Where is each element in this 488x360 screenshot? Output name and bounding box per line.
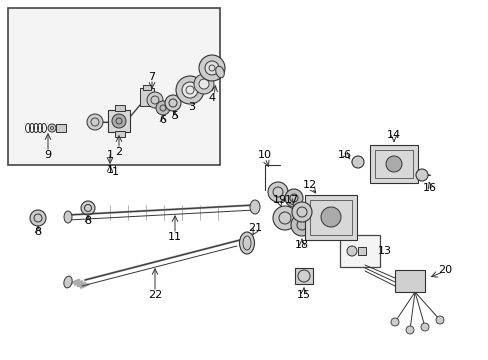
Bar [357, 247, 365, 255]
Circle shape [351, 156, 363, 168]
Ellipse shape [249, 200, 260, 214]
Bar [305, 195, 356, 240]
Text: 16: 16 [422, 183, 436, 193]
Circle shape [435, 316, 443, 324]
Bar [374, 150, 412, 178]
Circle shape [30, 210, 46, 226]
Text: 1: 1 [111, 167, 118, 177]
Text: 5: 5 [171, 111, 178, 121]
Circle shape [81, 201, 95, 215]
Text: 22: 22 [147, 290, 162, 300]
Bar [8, 8, 220, 165]
Circle shape [285, 189, 303, 207]
Text: 12: 12 [303, 180, 316, 190]
Text: 7: 7 [148, 72, 155, 82]
Text: 13: 13 [377, 246, 391, 256]
Ellipse shape [215, 66, 224, 78]
Circle shape [176, 76, 203, 104]
Circle shape [164, 95, 181, 111]
Circle shape [390, 318, 398, 326]
Bar [115, 105, 125, 111]
Circle shape [182, 82, 198, 98]
Ellipse shape [239, 232, 254, 254]
Circle shape [112, 114, 126, 128]
Text: 4: 4 [208, 93, 215, 103]
Circle shape [199, 55, 224, 81]
Text: 16: 16 [337, 150, 351, 160]
Bar [339, 235, 379, 267]
Bar [309, 200, 351, 235]
Circle shape [420, 323, 428, 331]
Text: 19: 19 [272, 195, 286, 205]
Circle shape [194, 74, 214, 94]
Circle shape [87, 114, 103, 130]
Bar [108, 110, 130, 132]
Bar [294, 268, 312, 284]
Circle shape [272, 206, 296, 230]
Circle shape [385, 156, 401, 172]
Text: 8: 8 [84, 216, 91, 226]
Text: 10: 10 [258, 150, 271, 160]
Circle shape [267, 182, 287, 202]
Circle shape [415, 169, 427, 181]
Bar [394, 270, 424, 292]
Text: 20: 20 [437, 265, 451, 275]
Text: 1: 1 [106, 150, 113, 160]
Bar [142, 85, 151, 90]
Text: 11: 11 [168, 232, 182, 242]
Text: 3: 3 [188, 102, 195, 112]
Circle shape [291, 202, 311, 222]
Bar [369, 145, 417, 183]
Circle shape [48, 124, 56, 132]
Text: 1: 1 [106, 165, 113, 175]
Circle shape [320, 207, 340, 227]
Bar [140, 88, 154, 106]
Text: 14: 14 [386, 130, 400, 140]
Text: 21: 21 [247, 223, 262, 233]
Text: 18: 18 [294, 240, 308, 250]
Circle shape [147, 92, 163, 108]
Text: 9: 9 [44, 150, 51, 160]
Bar [115, 131, 125, 137]
Circle shape [204, 61, 219, 75]
Text: 8: 8 [34, 227, 41, 237]
Circle shape [156, 101, 170, 115]
Text: 2: 2 [115, 147, 122, 157]
Circle shape [290, 214, 312, 236]
Circle shape [346, 246, 356, 256]
Circle shape [405, 326, 413, 334]
Ellipse shape [64, 276, 72, 288]
Text: 6: 6 [159, 115, 166, 125]
Text: 17: 17 [285, 195, 299, 205]
Bar [56, 124, 66, 132]
Text: 15: 15 [296, 290, 310, 300]
Circle shape [199, 79, 208, 89]
Ellipse shape [64, 211, 72, 223]
